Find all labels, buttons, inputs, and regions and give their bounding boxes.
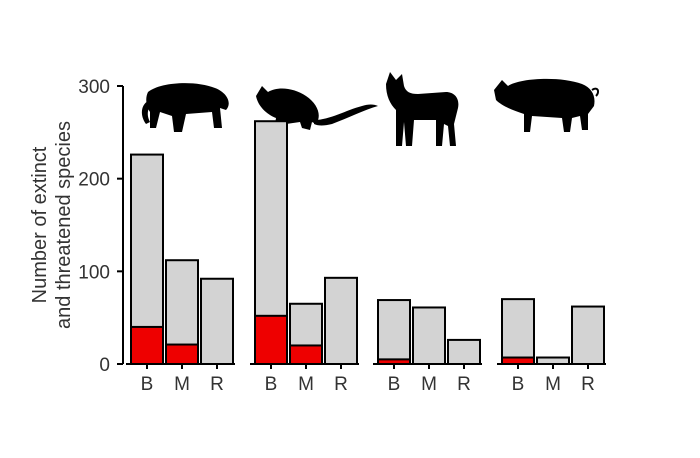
dog-silhouette-icon — [386, 72, 459, 146]
x-tick-label: R — [210, 374, 224, 395]
rat-silhouette-icon — [256, 86, 378, 132]
x-tick-label: M — [174, 374, 190, 395]
bar-extinct — [165, 343, 199, 366]
y-tick-label: 300 — [78, 77, 110, 98]
bar-total — [447, 338, 481, 366]
y-axis: 0 100 200 300 — [78, 77, 124, 376]
bar-extinct — [501, 356, 535, 366]
bar-extinct — [289, 344, 323, 366]
x-tick-label: R — [581, 374, 595, 395]
x-tick-label: B — [141, 374, 154, 395]
y-tick-label: 100 — [78, 262, 110, 283]
x-tick-label: B — [512, 374, 525, 395]
bar-total — [412, 306, 446, 365]
bar-total — [536, 356, 570, 366]
x-tick-label: M — [545, 374, 561, 395]
bar-extinct — [130, 325, 164, 365]
y-axis-title-line1: Number of extinct — [29, 146, 51, 303]
bar-total — [377, 299, 411, 365]
bar-extinct — [254, 314, 288, 365]
bar-total — [501, 298, 535, 365]
y-tick-label: 200 — [78, 170, 110, 191]
bar-total — [324, 276, 358, 366]
y-axis-title-line2: and threatened species — [53, 121, 75, 329]
x-tick-label: B — [388, 374, 401, 395]
x-tick-label: M — [421, 374, 437, 395]
y-tick-label: 0 — [99, 355, 110, 376]
x-tick-label: M — [298, 374, 314, 395]
x-tick-label: R — [457, 374, 471, 395]
x-tick-label: B — [265, 374, 278, 395]
x-tick-label: R — [334, 374, 348, 395]
y-axis-title: Number of extinct and threatened species — [29, 121, 75, 329]
bar-total — [571, 305, 605, 365]
bar-extinct — [377, 358, 411, 366]
bar-total — [200, 277, 234, 366]
cat-silhouette-icon — [141, 83, 229, 132]
pig-silhouette-icon — [494, 78, 600, 132]
